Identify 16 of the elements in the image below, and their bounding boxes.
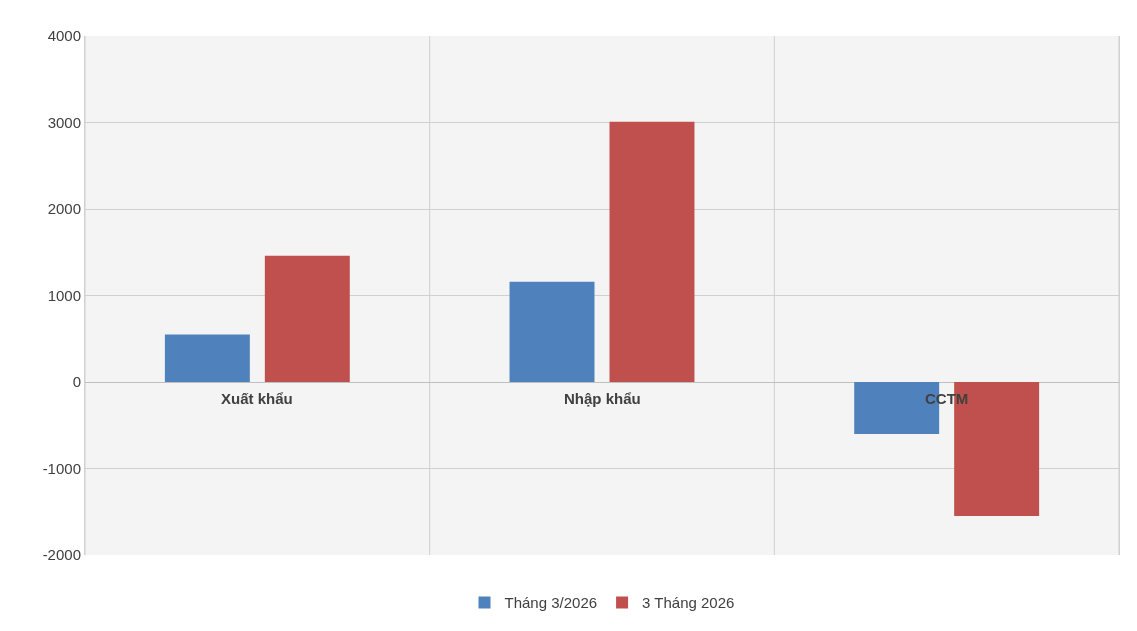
y-tick-label: 3000 (47, 113, 81, 131)
y-tick-label: 0 (72, 373, 81, 391)
x-tick-label: Nhập khẩu (564, 390, 641, 407)
y-tick-label: 1000 (47, 286, 81, 304)
bar (509, 281, 595, 382)
x-tick-label: Xuất khẩu (221, 390, 293, 407)
y-tick-label: -1000 (42, 459, 81, 477)
y-tick-label: -2000 (42, 546, 81, 564)
legend-label: 3 Tháng 2026 (642, 594, 735, 612)
y-tick-label: 4000 (47, 27, 81, 45)
y-tick-label: 2000 (47, 200, 81, 218)
x-tick-label: CCTM (925, 390, 969, 407)
bar (264, 255, 350, 382)
bar (609, 121, 695, 382)
legend-label: Tháng 3/2026 (504, 594, 598, 612)
bar (164, 334, 250, 382)
